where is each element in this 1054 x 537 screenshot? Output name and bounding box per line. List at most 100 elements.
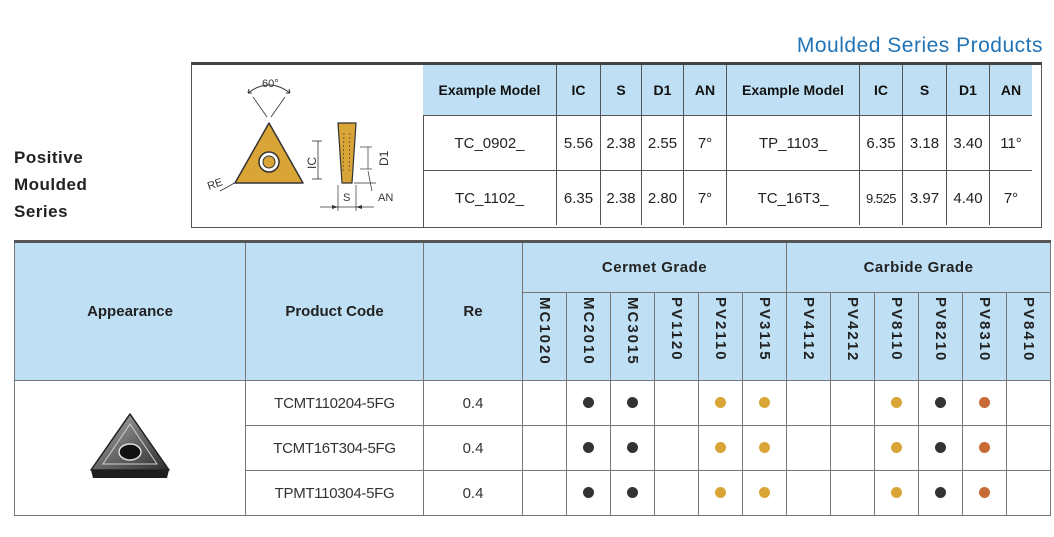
grade-header-mc1020: MC1020 [522, 292, 567, 381]
value-cell: 7° [989, 170, 1032, 225]
copper-dot-icon [979, 396, 990, 408]
grade-header-pv3115: PV3115 [742, 292, 787, 381]
cermet-grade-header: Cermet Grade [522, 241, 787, 293]
grade-group-row: Appearance Product Code Re Cermet Grade … [14, 241, 1051, 381]
value-cell: 3.40 [946, 115, 990, 171]
grade-name: PV3115 [756, 297, 773, 362]
value-cell: 2.80 [641, 170, 684, 225]
value-cell: 7° [683, 115, 727, 171]
grade-header-mc3015: MC3015 [610, 292, 655, 381]
header-cell: S [902, 65, 947, 116]
grade-name: MC2010 [580, 297, 597, 366]
grade-cell [962, 380, 1007, 426]
value-cell: 6.35 [556, 170, 601, 225]
grade-cell [918, 470, 963, 516]
grade-header-pv8110: PV8110 [874, 292, 919, 381]
grade-cell [610, 380, 655, 426]
gold-dot-icon [891, 441, 902, 453]
product-code-header: Product Code [245, 241, 424, 381]
product-code-cell: TPMT110304-5FG [245, 470, 424, 516]
grade-cell [962, 425, 1007, 471]
grade-cell [522, 425, 567, 471]
header-cell: S [600, 65, 642, 116]
copper-dot-icon [979, 441, 990, 453]
grade-cell [830, 380, 875, 426]
grade-cell [874, 470, 919, 516]
grade-cell [654, 425, 699, 471]
series-label: Positive Moulded Series [14, 144, 87, 225]
s-label: S [343, 192, 350, 204]
series-label-line: Moulded [14, 175, 88, 194]
grade-cell [654, 470, 699, 516]
example-model-table: 60° IC RE D1 AN [191, 62, 1042, 228]
table-row: TPMT110304-5FG 0.4 [15, 470, 1051, 516]
insert-side-view [337, 122, 357, 184]
insert-geometry-diagram: 60° IC RE D1 AN [192, 65, 424, 228]
black-dot-icon [627, 441, 638, 453]
header-cell: IC [556, 65, 601, 116]
table-row: TCMT110204-5FG 0.4 [14, 380, 1051, 516]
black-dot-icon [935, 441, 946, 453]
grade-name: PV4212 [844, 297, 861, 363]
grade-name: PV8410 [1020, 297, 1037, 363]
d1-label: D1 [377, 150, 391, 166]
gold-dot-icon [715, 396, 726, 408]
grade-cell [1006, 470, 1051, 516]
grade-cell [742, 470, 787, 516]
grade-cell [786, 380, 831, 426]
gold-dot-icon [715, 486, 726, 498]
gold-dot-icon [891, 486, 902, 498]
value-cell: 2.55 [641, 115, 684, 171]
header-cell: Example Model [726, 65, 860, 116]
re-label: RE [206, 176, 224, 193]
value-cell: 9.525 [859, 170, 903, 225]
value-cell: 11° [989, 115, 1032, 171]
black-dot-icon [583, 396, 594, 408]
value-cell: 3.97 [902, 170, 947, 225]
an-label: AN [378, 192, 393, 204]
black-dot-icon [583, 441, 594, 453]
grade-header-pv8210: PV8210 [918, 292, 963, 381]
example-spec-table: Example Model IC S D1 AN Example Model I… [423, 65, 1032, 225]
grade-name: PV2110 [712, 297, 729, 362]
header-cell: IC [859, 65, 903, 116]
example-row: TC_1102_ 6.35 2.38 2.80 7° TC_16T3_ 9.52… [423, 170, 1032, 225]
gold-dot-icon [715, 441, 726, 453]
header-cell: AN [683, 65, 727, 116]
grade-names-row: MC1020 MC2010 MC3015 PV1120 PV2110 PV3115 PV41… [15, 292, 1051, 381]
black-dot-icon [627, 396, 638, 408]
ic-label: IC [305, 157, 319, 169]
value-cell: 2.38 [600, 170, 642, 225]
grade-cell [522, 380, 567, 426]
appearance-header: Appearance [14, 241, 246, 381]
grade-cell [610, 470, 655, 516]
value-cell: 5.56 [556, 115, 601, 171]
example-row: TC_0902_ 5.56 2.38 2.55 7° TP_1103_ 6.35… [423, 115, 1032, 171]
grade-header-pv4212: PV4212 [830, 292, 875, 381]
grade-name: PV8310 [976, 297, 993, 363]
grade-cell [566, 425, 611, 471]
grade-name: PV1120 [668, 297, 685, 362]
header-cell: AN [989, 65, 1032, 116]
grade-header-mc2010: MC2010 [566, 292, 611, 381]
grade-cell [962, 470, 1007, 516]
page-title: Moulded Series Products [796, 34, 1043, 57]
black-dot-icon [583, 486, 594, 498]
value-cell: 3.18 [902, 115, 947, 171]
example-header-row: Example Model IC S D1 AN Example Model I… [423, 65, 1032, 116]
model-cell: TC_1102_ [423, 170, 557, 225]
product-code-cell: TCMT16T304-5FG [245, 425, 424, 471]
value-cell: 2.38 [600, 115, 642, 171]
re-cell: 0.4 [423, 470, 523, 516]
grade-name: MC1020 [536, 297, 553, 366]
re-header: Re [423, 241, 523, 381]
black-dot-icon [935, 486, 946, 498]
grade-cell [786, 425, 831, 471]
grade-cell [698, 470, 743, 516]
series-label-line: Series [14, 202, 69, 221]
header-cell: D1 [641, 65, 684, 116]
value-cell: 7° [683, 170, 727, 225]
gold-dot-icon [891, 396, 902, 408]
header-cell: D1 [946, 65, 990, 116]
grade-cell [918, 425, 963, 471]
